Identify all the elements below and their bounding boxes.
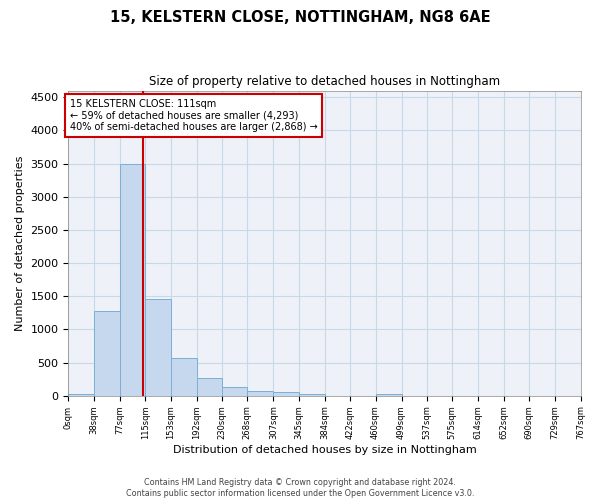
Bar — [376, 394, 401, 396]
X-axis label: Distribution of detached houses by size in Nottingham: Distribution of detached houses by size … — [173, 445, 476, 455]
Bar — [68, 394, 94, 396]
Bar — [247, 390, 274, 396]
Bar — [170, 358, 197, 396]
Bar — [145, 299, 170, 396]
Bar — [274, 392, 299, 396]
Y-axis label: Number of detached properties: Number of detached properties — [15, 156, 25, 331]
Bar — [120, 164, 145, 396]
Title: Size of property relative to detached houses in Nottingham: Size of property relative to detached ho… — [149, 75, 500, 88]
Bar — [197, 378, 222, 396]
Text: 15, KELSTERN CLOSE, NOTTINGHAM, NG8 6AE: 15, KELSTERN CLOSE, NOTTINGHAM, NG8 6AE — [110, 10, 490, 25]
Bar — [94, 311, 120, 396]
Text: 15 KELSTERN CLOSE: 111sqm
← 59% of detached houses are smaller (4,293)
40% of se: 15 KELSTERN CLOSE: 111sqm ← 59% of detac… — [70, 98, 317, 132]
Bar — [299, 394, 325, 396]
Text: Contains HM Land Registry data © Crown copyright and database right 2024.
Contai: Contains HM Land Registry data © Crown c… — [126, 478, 474, 498]
Bar — [222, 387, 247, 396]
